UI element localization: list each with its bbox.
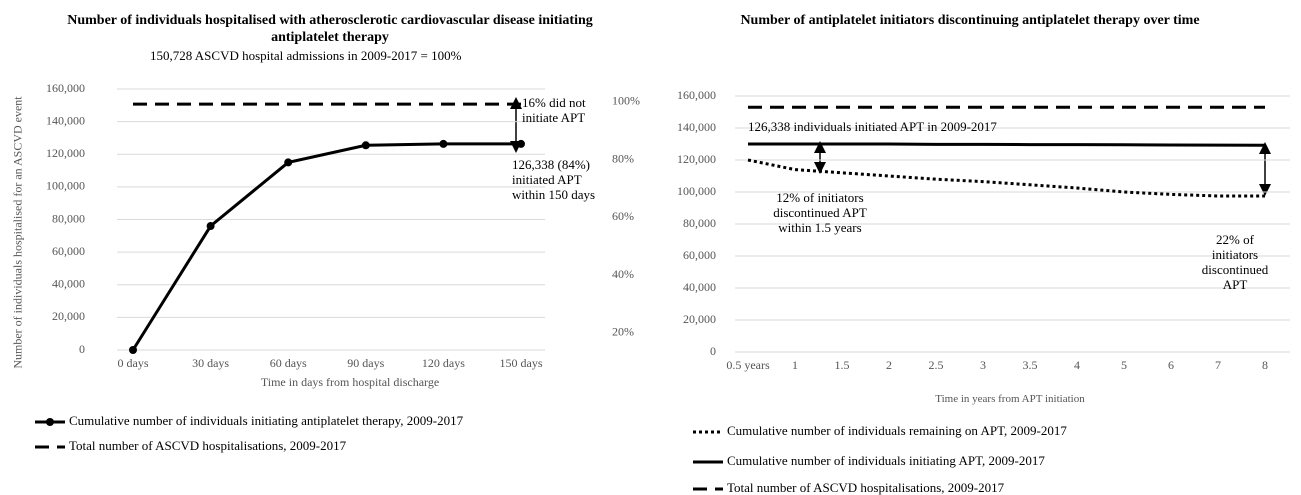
y-tick-label: 20,000: [52, 309, 85, 323]
x-tick-label: 5: [1121, 358, 1127, 372]
annotation: 22% of initiators discontinued APT: [1201, 232, 1269, 292]
chart-title: Number of antiplatelet initiators discon…: [740, 13, 1200, 28]
data-point: [517, 139, 525, 148]
annotation: 150,728 ASCVD hospital admissions in 200…: [150, 48, 462, 63]
data-point: [439, 139, 448, 148]
y-tick-label: 60,000: [52, 244, 85, 258]
x-tick-label: 0.5 years: [726, 358, 770, 372]
data-point: [129, 346, 137, 354]
x-tick-label: 4: [1074, 358, 1080, 372]
x-tick-label: 6: [1168, 358, 1174, 372]
y-tick-label: 0: [710, 344, 716, 358]
x-tick-label: 1.5: [835, 358, 850, 372]
legend-label: Cumulative number of individuals initiat…: [727, 453, 1045, 468]
x-tick-label: 2.5: [929, 358, 944, 372]
x-axis-label: Time in days from hospital discharge: [260, 375, 440, 389]
data-point: [206, 222, 215, 231]
y-tick-label: 140,000: [677, 120, 716, 134]
legend-swatch: [46, 418, 54, 426]
legend-label: Total number of ASCVD hospitalisations, …: [69, 438, 347, 453]
data-line: [131, 142, 521, 351]
legend-label: Cumulative number of individuals initiat…: [69, 413, 464, 428]
x-tick-label: 1: [792, 358, 798, 372]
annotation: 16% did not initiate APT: [522, 95, 586, 125]
x-axis-label: Time in years from APT initiation: [935, 393, 1085, 405]
y-tick-label: 80,000: [683, 216, 716, 230]
x-tick-label: 30 days: [192, 356, 229, 370]
x-tick-label: 150 days: [500, 356, 543, 370]
data-point: [361, 141, 370, 150]
annotation: 126,338 individuals initiated APT in 200…: [748, 119, 997, 134]
x-tick-label: 8: [1262, 358, 1268, 372]
data-line: [747, 158, 1265, 198]
y-tick-label: 20,000: [683, 312, 716, 326]
legend-label: Cumulative number of individuals remaini…: [727, 423, 1067, 438]
y2-tick-label: 40%: [612, 267, 634, 281]
annotation: 12% of initiators discontinued APT withi…: [773, 190, 867, 235]
y-tick-label: 120,000: [677, 152, 716, 166]
data-line: [748, 142, 1266, 147]
x-tick-label: 120 days: [422, 356, 465, 370]
y-tick-label: 160,000: [46, 81, 85, 95]
chart-title: Number of individuals hospitalised with …: [67, 13, 593, 45]
y-tick-label: 100,000: [46, 179, 85, 193]
x-tick-label: 3: [980, 358, 986, 372]
y-axis-label: Number of individuals hospitalised for a…: [10, 96, 25, 369]
y-tick-label: 100,000: [677, 184, 716, 198]
y2-tick-label: 60%: [612, 209, 634, 223]
x-tick-label: 2: [886, 358, 892, 372]
y2-tick-label: 80%: [612, 151, 634, 165]
x-tick-label: 3.5: [1023, 358, 1038, 372]
y-tick-label: 80,000: [52, 211, 85, 225]
x-tick-label: 7: [1215, 358, 1221, 372]
y-tick-label: 120,000: [46, 146, 85, 160]
data-point: [284, 158, 293, 167]
y-tick-label: 160,000: [677, 88, 716, 102]
x-tick-label: 90 days: [347, 356, 384, 370]
y-tick-label: 40,000: [52, 277, 85, 291]
x-tick-label: 0 days: [118, 356, 149, 370]
y-tick-label: 40,000: [683, 280, 716, 294]
y2-tick-label: 100%: [612, 94, 640, 108]
y-tick-label: 140,000: [46, 113, 85, 127]
legend-label: Total number of ASCVD hospitalisations, …: [727, 480, 1005, 495]
annotation: 126,338 (84%) initiated APT within 150 d…: [512, 157, 596, 202]
y-tick-label: 60,000: [683, 248, 716, 262]
y2-tick-label: 20%: [612, 324, 634, 338]
y-tick-label: 0: [79, 342, 85, 356]
x-tick-label: 60 days: [270, 356, 307, 370]
